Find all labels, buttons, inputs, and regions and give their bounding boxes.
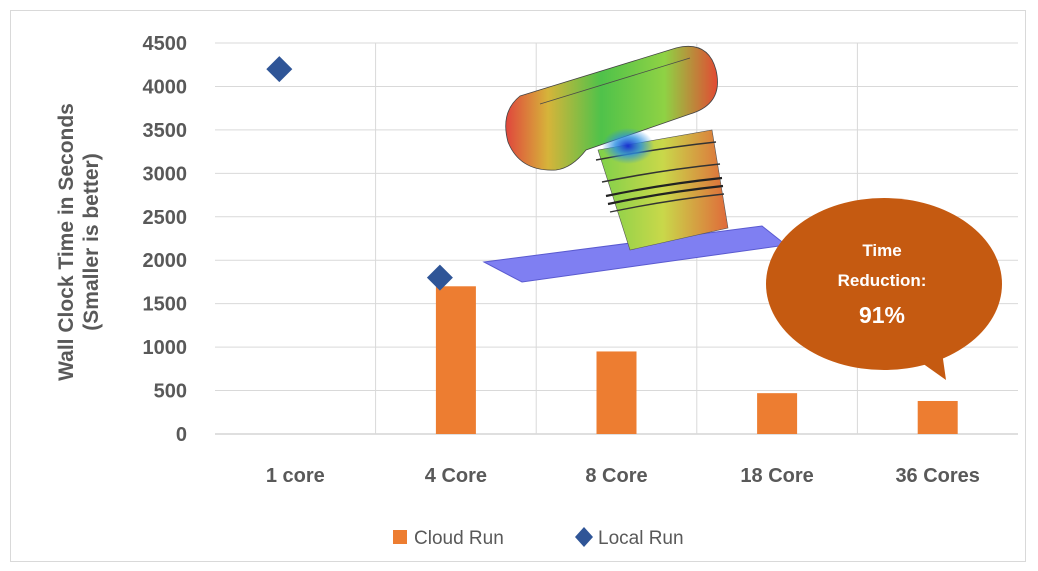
chart-frame bbox=[10, 10, 1026, 562]
bar-cloud-run bbox=[596, 351, 637, 434]
x-axis-ticks: 1 core 4 Core 8 Core 18 Core 36 Cores bbox=[266, 465, 980, 487]
bar-cloud-run bbox=[917, 400, 958, 434]
y-tick-label: 4000 bbox=[143, 76, 188, 98]
y-tick-label: 3000 bbox=[143, 163, 188, 185]
legend: Cloud Run Local Run bbox=[393, 527, 684, 549]
y-tick-label: 1500 bbox=[143, 294, 188, 316]
legend-item-local-run: Local Run bbox=[575, 527, 684, 549]
x-tick-label: 4 Core bbox=[425, 465, 487, 487]
y-tick-label: 0 bbox=[176, 424, 187, 446]
x-tick-label: 36 Cores bbox=[895, 465, 980, 487]
marker-local-run bbox=[426, 264, 453, 291]
callout-percent: 91% bbox=[859, 302, 905, 328]
callout-ellipse bbox=[766, 198, 1002, 370]
bar-cloud-run bbox=[757, 393, 798, 434]
y-tick-label: 2500 bbox=[143, 207, 188, 229]
legend-item-cloud-run: Cloud Run bbox=[393, 528, 504, 549]
x-tick-label: 1 core bbox=[266, 465, 325, 487]
y-axis-ticks: 0 500 1000 1500 2000 2500 3000 3500 4000 4500 bbox=[143, 33, 188, 446]
callout-line-1: Time bbox=[862, 241, 901, 260]
part-illustration bbox=[482, 45, 788, 283]
legend-label-cloud-run: Cloud Run bbox=[414, 528, 504, 549]
legend-label-local-run: Local Run bbox=[598, 528, 684, 549]
y-tick-label: 3500 bbox=[143, 120, 188, 142]
y-axis-title-line-1: Wall Clock Time in Seconds bbox=[55, 103, 78, 381]
y-axis-title: Wall Clock Time in Seconds (Smaller is b… bbox=[55, 103, 103, 381]
local-run-markers bbox=[266, 56, 453, 291]
part-head bbox=[505, 45, 718, 171]
bar-cloud-run bbox=[435, 286, 476, 434]
y-axis-title-line-2: (Smaller is better) bbox=[80, 153, 103, 330]
callout-bubble: Time Reduction: 91% bbox=[766, 198, 1002, 380]
callout-line-2: Reduction: bbox=[838, 271, 927, 290]
marker-local-run bbox=[266, 56, 293, 83]
y-tick-label: 4500 bbox=[143, 33, 188, 55]
cloud-run-bars bbox=[435, 286, 958, 434]
y-tick-label: 1000 bbox=[143, 337, 188, 359]
x-tick-label: 18 Core bbox=[740, 465, 813, 487]
y-tick-label: 2000 bbox=[143, 250, 188, 272]
legend-swatch-local-run bbox=[575, 527, 593, 547]
callout-tail bbox=[915, 352, 946, 380]
x-tick-label: 8 Core bbox=[585, 465, 647, 487]
legend-swatch-cloud-run bbox=[393, 530, 407, 544]
y-tick-label: 500 bbox=[154, 381, 187, 403]
